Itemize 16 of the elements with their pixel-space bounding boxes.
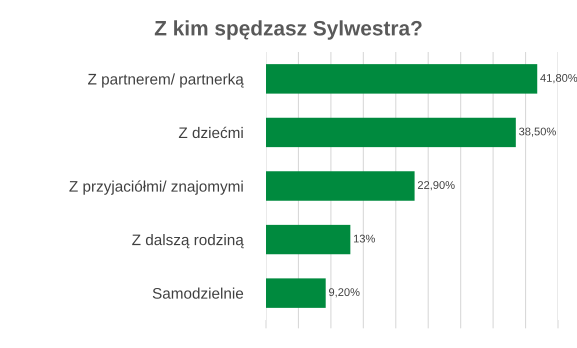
y-tick-label: Z partnerem/ partnerką — [88, 73, 244, 88]
bar — [266, 224, 350, 254]
chart-title: Z kim spędzasz Sylwestra? — [154, 20, 422, 40]
data-label: 41,80% — [540, 74, 577, 84]
bar — [266, 118, 516, 148]
data-label: 9,20% — [328, 288, 360, 298]
y-tick-label: Z dalszą rodziną — [132, 234, 244, 248]
y-tick-label: Z dziećmi — [178, 126, 243, 138]
data-label: 38,50% — [519, 128, 556, 137]
bar — [266, 278, 326, 308]
data-label: 13% — [354, 234, 375, 243]
y-tick-label: Samodzielnie — [152, 288, 244, 299]
y-tick-label: Z przyjaciółmi/ znajomymi — [69, 180, 243, 195]
bar — [266, 64, 538, 94]
data-label: 22,90% — [418, 181, 455, 190]
bar — [266, 171, 415, 201]
